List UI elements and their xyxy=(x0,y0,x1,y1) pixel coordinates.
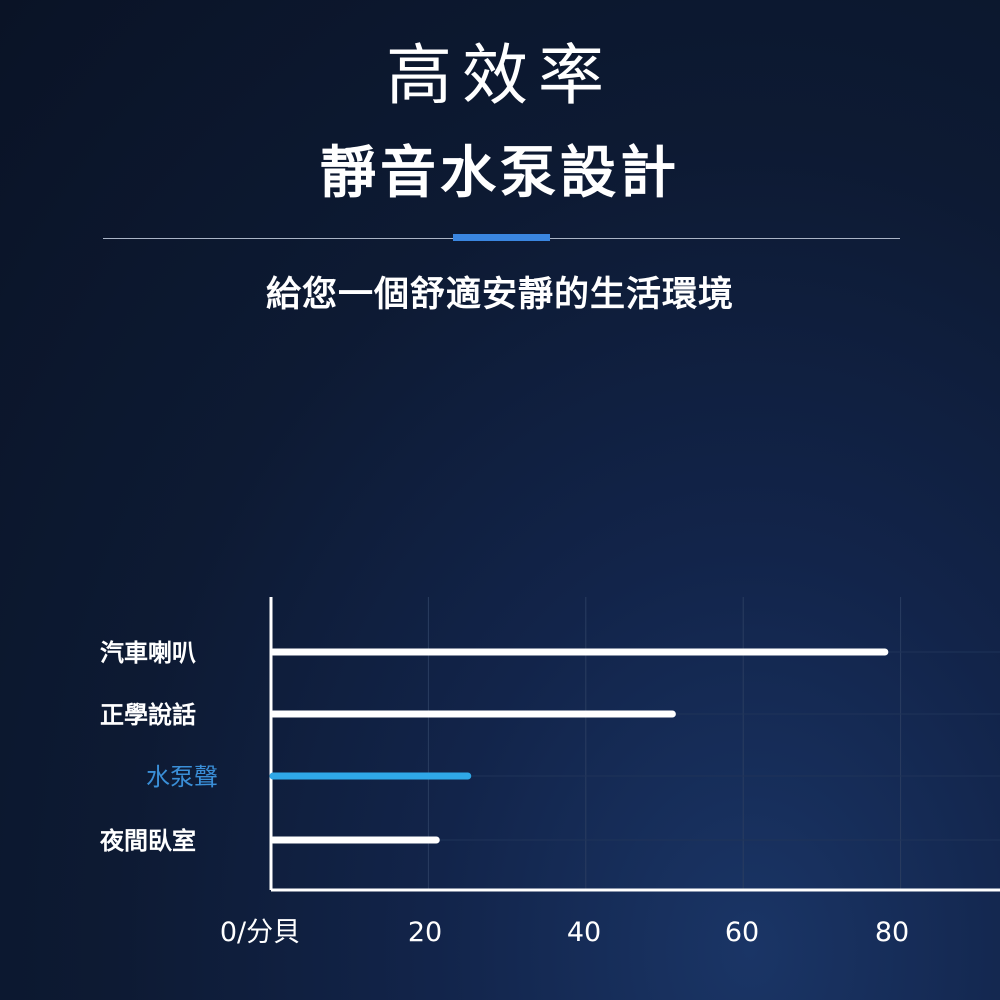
headline: 靜音水泵設計 xyxy=(320,141,680,206)
divider-accent xyxy=(453,234,550,241)
x-tick-label: 0/分貝 xyxy=(220,917,300,948)
page-title: 高效率 xyxy=(386,37,614,114)
x-tick-label: 40 xyxy=(567,917,601,948)
x-tick-label: 80 xyxy=(875,917,909,948)
category-label: 水泵聲 xyxy=(146,763,218,791)
category-label: 正學說話 xyxy=(100,701,196,729)
subtitle: 給您一個舒適安靜的生活環境 xyxy=(265,275,734,315)
x-tick-label: 60 xyxy=(725,917,759,948)
category-label: 夜間臥室 xyxy=(99,827,196,855)
x-tick-label: 20 xyxy=(408,917,442,948)
category-label: 汽車喇叭 xyxy=(100,639,196,667)
